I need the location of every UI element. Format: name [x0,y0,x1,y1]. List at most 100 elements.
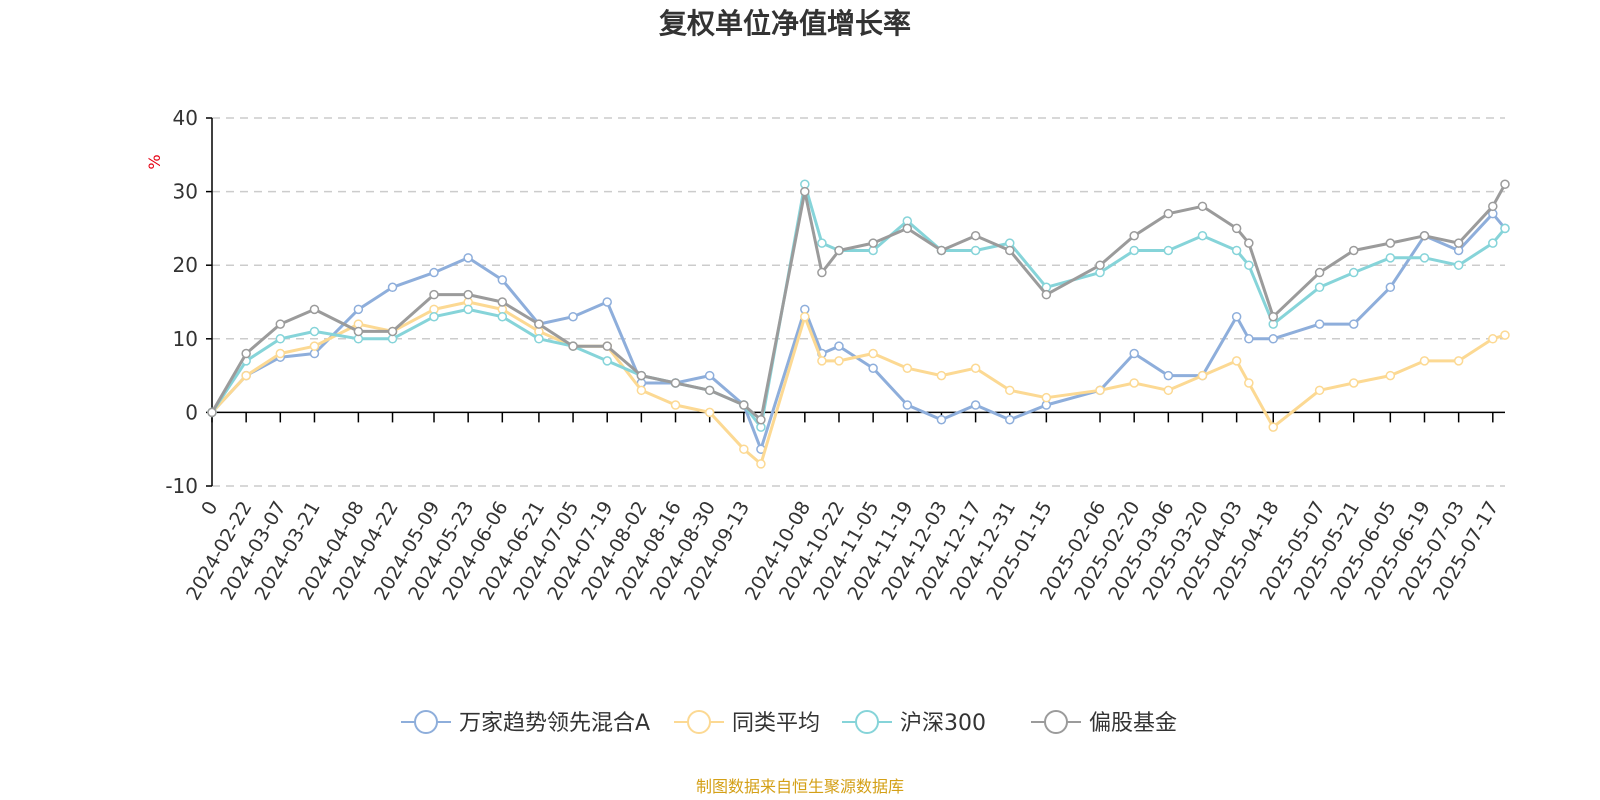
data-point [902,223,913,234]
data-point [1500,330,1510,340]
data-point [1385,238,1396,248]
data-point [1129,231,1139,241]
legend-item[interactable]: 沪深300 [842,710,986,736]
x-tick-label: 0 [197,498,222,519]
data-point [1244,334,1254,344]
data-point [1244,238,1254,248]
data-point [1314,319,1325,329]
data-point [429,311,439,322]
data-point [817,238,827,248]
legend-item[interactable]: 同类平均 [674,710,820,736]
data-point [1005,385,1015,396]
data-point [636,385,647,396]
y-tick-label: 30 [173,180,198,204]
data-point [800,186,810,197]
legend-marker [687,710,711,734]
data-point [463,304,473,315]
data-point [207,407,217,418]
data-point [1129,348,1139,359]
data-point [800,311,810,322]
data-point [936,245,947,256]
data-point [534,319,544,329]
data-point [534,334,544,344]
y-tick-label: 0 [185,400,198,424]
data-point [1314,267,1325,278]
data-point [817,267,827,278]
data-point [704,385,715,396]
data-point [497,311,508,322]
data-point [868,363,878,373]
data-point [1500,179,1510,189]
data-point [463,253,473,263]
data-point [1197,231,1208,241]
data-point [1041,289,1052,300]
data-point [970,363,981,373]
data-point [1231,356,1242,366]
data-point [1348,267,1359,278]
data-point [1231,223,1242,234]
legend-item[interactable]: 万家趋势领先混合A [401,710,650,736]
data-point [1419,356,1430,366]
data-point [241,348,251,359]
y-tick-label: 40 [173,106,198,130]
series-group [207,179,1510,425]
data-point [1129,378,1139,388]
data-point [936,415,947,425]
data-point [1385,253,1396,263]
data-point [1231,245,1242,256]
data-point [704,407,715,418]
data-point [739,444,749,454]
data-point [739,400,749,410]
data-point [1163,370,1174,381]
data-point [353,326,364,337]
data-point [868,238,878,248]
data-point [497,297,508,307]
data-point [1314,282,1325,293]
data-point [1348,378,1359,388]
data-point [902,363,913,373]
data-point [568,311,578,322]
data-point [387,282,398,293]
legend-label: 同类平均 [732,711,820,736]
data-point [670,400,681,410]
data-point [602,297,612,307]
data-point [756,459,766,469]
data-point [1385,370,1396,381]
series-line [210,182,1507,429]
y-axis-unit: % [145,154,164,169]
data-point [670,378,681,388]
data-point [568,341,578,351]
data-point [275,319,286,329]
data-point [275,334,286,344]
data-point [1095,260,1105,270]
data-point [309,304,320,315]
data-point [970,231,981,241]
data-point [1268,334,1278,344]
data-point [1244,260,1254,270]
legend-item[interactable]: 偏股基金 [1031,710,1177,736]
series-group [207,297,1510,469]
data-point [1197,201,1208,212]
data-point [817,356,827,366]
data-point [834,341,844,351]
data-point [970,245,981,256]
y-tick-label: 20 [173,253,198,277]
chart-title: 复权单位净值增长率 [659,7,911,40]
data-point [1419,253,1430,263]
series-line [210,300,1506,466]
data-point [1348,319,1359,329]
data-point [275,348,286,359]
data-point [868,348,878,359]
data-point [902,400,913,410]
data-point [970,400,981,410]
data-point [1453,356,1464,366]
legend-marker [1044,710,1068,734]
legend[interactable]: 万家趋势领先混合A 同类平均 沪深300 偏股基金 [401,710,1177,736]
data-point [1500,223,1510,234]
legend-label: 万家趋势领先混合A [459,711,650,736]
data-point [636,370,647,381]
source-note: 制图数据来自恒生聚源数据库 [696,777,904,796]
data-point [1095,385,1105,396]
y-tick-label: 10 [173,327,198,351]
